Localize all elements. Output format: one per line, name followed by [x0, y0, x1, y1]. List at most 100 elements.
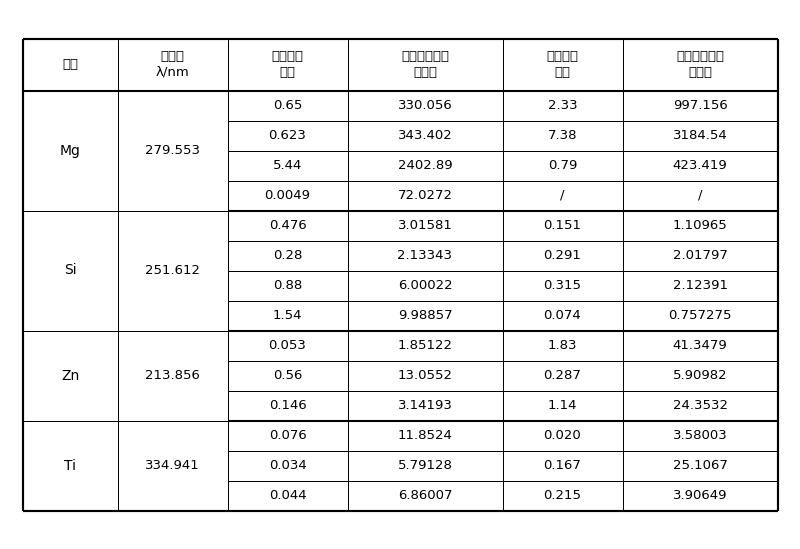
Bar: [622, 150, 778, 181]
Bar: [227, 181, 347, 210]
Text: 72.0272: 72.0272: [398, 189, 453, 202]
Bar: [227, 300, 347, 330]
Bar: [502, 451, 622, 480]
Text: 41.3479: 41.3479: [673, 339, 727, 352]
Bar: [622, 390, 778, 421]
Text: 0.476: 0.476: [269, 219, 306, 232]
Text: 1.83: 1.83: [548, 339, 578, 352]
Bar: [227, 150, 347, 181]
Text: 0.0049: 0.0049: [265, 189, 310, 202]
Bar: [22, 91, 118, 210]
Bar: [347, 210, 502, 240]
Bar: [622, 120, 778, 150]
Text: 423.419: 423.419: [673, 159, 727, 172]
Bar: [347, 91, 502, 120]
Bar: [347, 271, 502, 300]
Text: 3.58003: 3.58003: [673, 429, 727, 442]
Bar: [347, 240, 502, 271]
Bar: [347, 181, 502, 210]
Bar: [502, 150, 622, 181]
Text: 5.44: 5.44: [273, 159, 302, 172]
Text: 标准样品发射
光强度: 标准样品发射 光强度: [676, 51, 724, 79]
Text: 0.215: 0.215: [543, 489, 582, 502]
Text: 251.612: 251.612: [145, 264, 200, 277]
Text: /: /: [560, 189, 565, 202]
Text: 0.757275: 0.757275: [668, 309, 732, 322]
Bar: [502, 91, 622, 120]
Text: 0.151: 0.151: [543, 219, 582, 232]
Bar: [622, 330, 778, 361]
Bar: [502, 38, 622, 91]
Bar: [227, 390, 347, 421]
Text: 213.856: 213.856: [145, 369, 200, 382]
Text: 6.00022: 6.00022: [398, 279, 452, 292]
Bar: [227, 330, 347, 361]
Bar: [227, 38, 347, 91]
Text: 1.54: 1.54: [273, 309, 302, 322]
Bar: [347, 451, 502, 480]
Bar: [502, 120, 622, 150]
Text: 0.020: 0.020: [544, 429, 582, 442]
Text: 24.3532: 24.3532: [673, 399, 727, 412]
Bar: [347, 300, 502, 330]
Text: 1.14: 1.14: [548, 399, 578, 412]
Bar: [502, 271, 622, 300]
Bar: [502, 181, 622, 210]
Text: 343.402: 343.402: [398, 129, 452, 142]
Text: 3184.54: 3184.54: [673, 129, 727, 142]
Text: 25.1067: 25.1067: [673, 459, 727, 472]
Text: Zn: Zn: [61, 368, 79, 383]
Text: /: /: [698, 189, 702, 202]
Text: 7.38: 7.38: [548, 129, 578, 142]
Bar: [502, 390, 622, 421]
Text: 2402.89: 2402.89: [398, 159, 452, 172]
Bar: [622, 451, 778, 480]
Text: 0.291: 0.291: [543, 249, 582, 262]
Text: 标准样品
含量: 标准样品 含量: [271, 51, 303, 79]
Bar: [622, 210, 778, 240]
Bar: [118, 38, 227, 91]
Text: Si: Si: [64, 264, 76, 277]
Text: 11.8524: 11.8524: [398, 429, 453, 442]
Text: 3.14193: 3.14193: [398, 399, 453, 412]
Bar: [227, 421, 347, 451]
Text: 0.076: 0.076: [269, 429, 306, 442]
Bar: [22, 421, 118, 511]
Text: 2.12391: 2.12391: [673, 279, 727, 292]
Text: 0.65: 0.65: [273, 99, 302, 112]
Bar: [118, 330, 227, 421]
Text: 0.074: 0.074: [544, 309, 582, 322]
Text: 0.315: 0.315: [543, 279, 582, 292]
Bar: [227, 361, 347, 390]
Bar: [622, 181, 778, 210]
Bar: [347, 421, 502, 451]
Bar: [502, 361, 622, 390]
Text: 997.156: 997.156: [673, 99, 727, 112]
Text: 2.01797: 2.01797: [673, 249, 727, 262]
Bar: [622, 38, 778, 91]
Bar: [22, 210, 118, 330]
Bar: [118, 210, 227, 330]
Text: Ti: Ti: [64, 458, 76, 473]
Text: 6.86007: 6.86007: [398, 489, 452, 502]
Bar: [22, 38, 118, 91]
Bar: [502, 210, 622, 240]
Bar: [622, 361, 778, 390]
Bar: [502, 330, 622, 361]
Text: 标准样品发射
光强度: 标准样品发射 光强度: [401, 51, 449, 79]
Text: 0.146: 0.146: [269, 399, 306, 412]
Text: 5.90982: 5.90982: [673, 369, 727, 382]
Bar: [227, 120, 347, 150]
Text: 2.13343: 2.13343: [398, 249, 453, 262]
Text: 13.0552: 13.0552: [398, 369, 453, 382]
Bar: [502, 240, 622, 271]
Text: 1.85122: 1.85122: [398, 339, 453, 352]
Text: 0.79: 0.79: [548, 159, 577, 172]
Bar: [622, 240, 778, 271]
Text: 3.90649: 3.90649: [673, 489, 727, 502]
Bar: [622, 421, 778, 451]
Bar: [22, 330, 118, 421]
Bar: [622, 300, 778, 330]
Bar: [227, 451, 347, 480]
Text: 0.167: 0.167: [543, 459, 582, 472]
